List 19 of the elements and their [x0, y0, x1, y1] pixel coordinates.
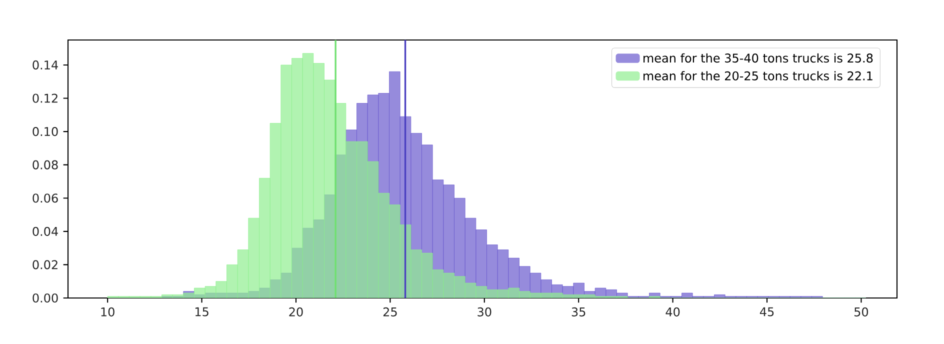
x-tick-label: 40 [666, 307, 680, 316]
y-tick-label: 0.08 [32, 160, 58, 170]
x-tick-label: 20 [289, 307, 303, 316]
y-tick-label: 0.10 [32, 127, 58, 136]
y-tick-label: 0.00 [32, 293, 58, 303]
legend-label: mean for the 20-25 tons trucks is 22.1 [644, 71, 872, 80]
x-tick-label: 30 [478, 307, 492, 316]
y-tick-label: 0.14 [32, 60, 58, 70]
x-tick-label: 45 [760, 307, 774, 316]
x-tick-label: 10 [101, 307, 114, 316]
x-tick-label: 50 [854, 307, 868, 316]
legend-label: mean for the 35-40 tons trucks is 25.8 [644, 53, 873, 63]
y-tick-label: 0.04 [32, 226, 58, 236]
x-tick-label: 35 [572, 307, 586, 316]
y-tick-label: 0.12 [32, 94, 58, 103]
x-tick-label: 25 [383, 307, 397, 316]
x-tick-label: 15 [195, 307, 208, 316]
y-tick-label: 0.02 [32, 260, 58, 270]
y-tick-label: 0.06 [32, 194, 58, 203]
